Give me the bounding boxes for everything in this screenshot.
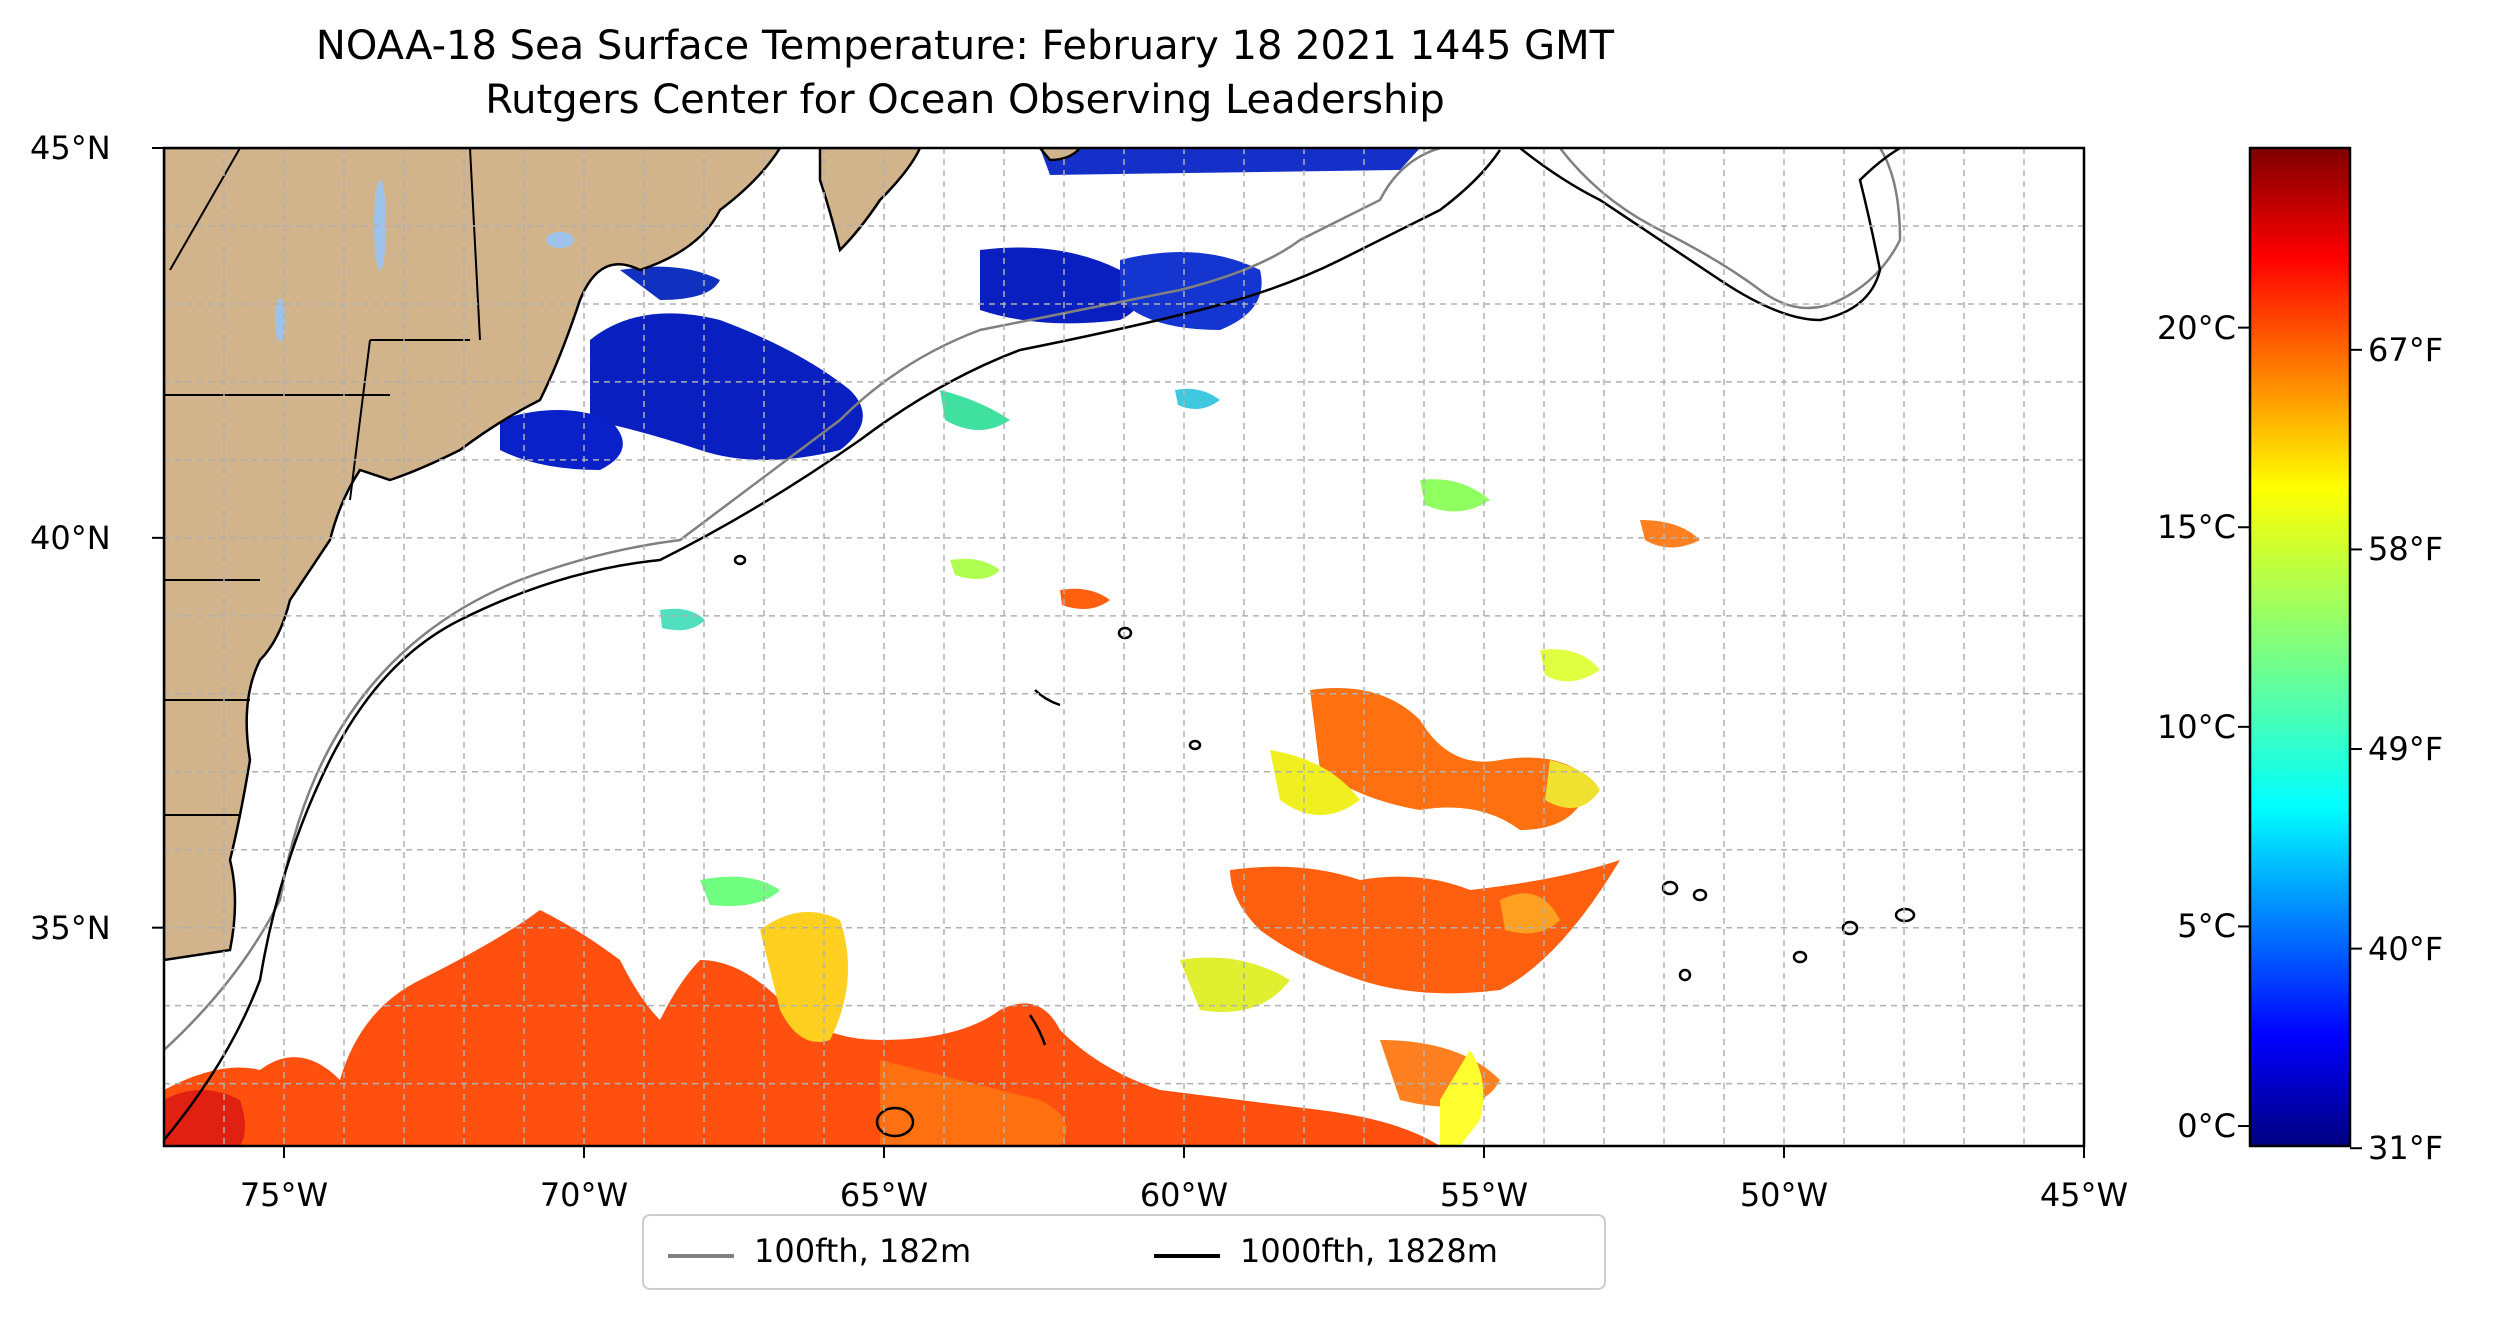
x-tick-label: 60°W	[1139, 1176, 1229, 1214]
legend-line-1000fth	[1154, 1254, 1220, 1258]
map-title: NOAA-18 Sea Surface Temperature: Februar…	[315, 23, 1615, 69]
land	[164, 148, 1082, 962]
x-tick-label: 55°W	[1439, 1176, 1529, 1214]
x-tick-label: 45°W	[2039, 1176, 2129, 1214]
map-frame	[162, 146, 2086, 1148]
celsius-tick-label: 15°C	[2156, 508, 2236, 547]
celsius-tick-label: 5°C	[2177, 907, 2236, 946]
state-borders	[164, 148, 481, 816]
legend-label-100fth: 100fth, 182m	[754, 1232, 972, 1270]
sst-cold-patches	[500, 148, 1420, 470]
fahrenheit-tick-label: 67°F	[2368, 330, 2444, 369]
x-tick-label: 70°W	[539, 1176, 629, 1214]
map-tick-marks	[152, 147, 2085, 1158]
legend-line-100fth	[668, 1254, 734, 1258]
y-tick-label: 35°N	[30, 908, 111, 947]
contour-1000fth	[164, 148, 1901, 1141]
gridlines	[164, 148, 2084, 1146]
seamount-contours	[733, 554, 1916, 1138]
lakes	[275, 180, 574, 342]
x-tick-label: 50°W	[1739, 1176, 1829, 1214]
fahrenheit-tick-label: 31°F	[2368, 1129, 2444, 1168]
y-tick-label: 45°N	[30, 129, 111, 167]
fahrenheit-tick-label: 58°F	[2368, 530, 2444, 569]
x-tick-label: 75°W	[239, 1176, 329, 1214]
contour-legend: 100fth, 182m 1000fth, 1828m	[642, 1214, 1606, 1290]
y-tick-label: 40°N	[30, 518, 111, 557]
fahrenheit-tick-label: 40°F	[2368, 929, 2444, 968]
colorbar-tick-marks	[2238, 326, 2362, 1150]
celsius-tick-label: 20°C	[2156, 308, 2236, 347]
contour-100fth	[164, 148, 1902, 1051]
legend-label-1000fth: 1000fth, 1828m	[1240, 1232, 1498, 1270]
celsius-tick-label: 10°C	[2156, 707, 2236, 746]
fahrenheit-tick-label: 49°F	[2368, 730, 2444, 769]
colorbar	[2248, 146, 2352, 1148]
sst-warm-patches	[164, 479, 1700, 1146]
x-tick-label: 65°W	[839, 1176, 929, 1214]
map-subtitle: Rutgers Center for Ocean Observing Leade…	[485, 77, 1445, 123]
celsius-tick-label: 0°C	[2177, 1107, 2236, 1146]
